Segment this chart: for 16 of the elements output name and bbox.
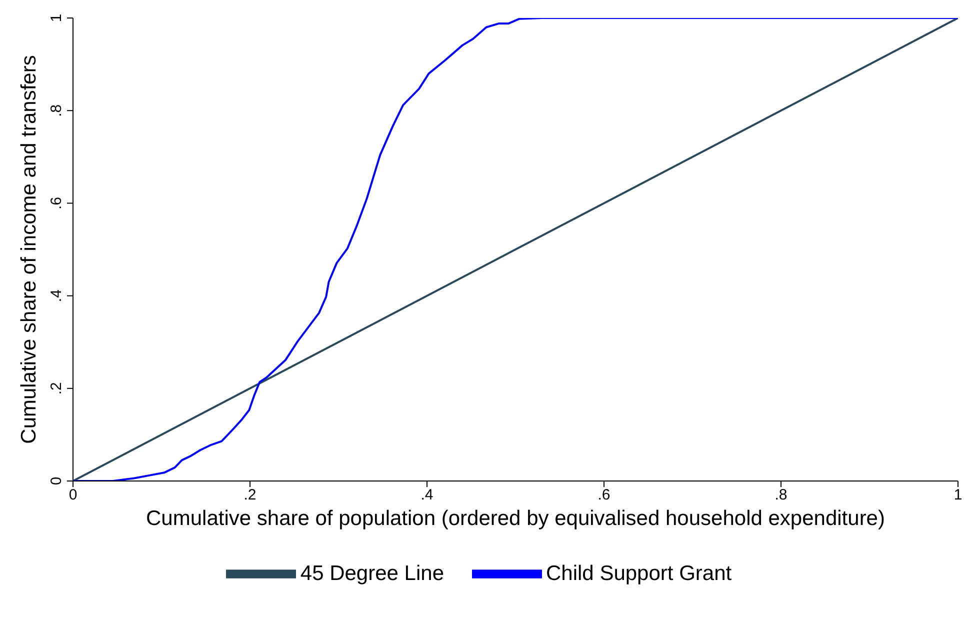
y-axis-title: Cumulative share of income and transfers: [17, 55, 40, 444]
legend-label: 45 Degree Line: [300, 562, 444, 585]
x-tick-label: .4: [420, 486, 434, 504]
y-tick-label: 1: [48, 14, 65, 22]
y-tick-label: .6: [48, 196, 65, 210]
x-tick-label: .8: [774, 486, 788, 504]
y-tick-label: .2: [48, 382, 65, 395]
x-tick-label: 1: [954, 486, 962, 504]
x-tick-label: 0: [68, 486, 78, 504]
y-tick-label: .8: [48, 104, 65, 117]
y-tick-label: .4: [48, 290, 65, 302]
x-tick-label: .6: [598, 486, 610, 504]
x-tick-label: .2: [244, 486, 256, 504]
y-tick-label: 0: [48, 476, 65, 486]
legend-label: Child Support Grant: [546, 562, 732, 585]
x-axis-title: Cumulative share of population (ordered by equivalised household expenditure): [146, 507, 885, 530]
